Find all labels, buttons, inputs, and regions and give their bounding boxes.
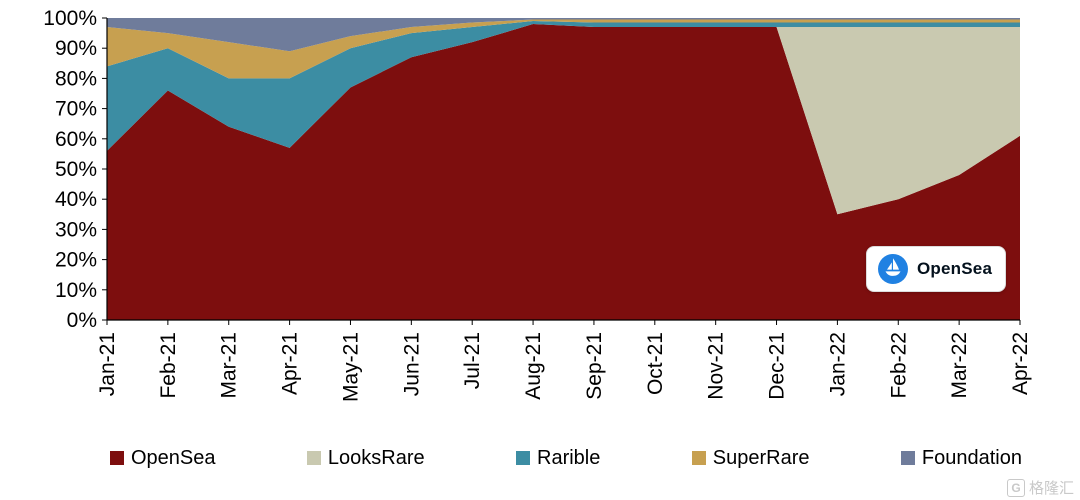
legend-swatch-icon xyxy=(110,451,124,465)
area-opensea xyxy=(107,24,1020,320)
y-axis-label: 20% xyxy=(55,249,97,272)
legend-label: SuperRare xyxy=(712,446,810,469)
x-axis-label: Aug-21 xyxy=(522,332,545,400)
legend-item-opensea: OpenSea xyxy=(110,447,216,470)
legend-swatch-icon xyxy=(900,451,915,465)
x-axis-label: Jan-21 xyxy=(96,332,119,396)
legend-swatch-icon xyxy=(306,451,321,465)
chart-svg: 0% 10% 20% 30% 40% 50% 60% 70% 80% 90% 100% Jan-21 F… xyxy=(43,7,1032,402)
area-rarible xyxy=(107,21,1020,151)
watermark-gelonghui: G 格隆汇 xyxy=(1006,477,1074,498)
x-axis-label: Jan-22 xyxy=(826,332,849,396)
x-axis-label: Mar-22 xyxy=(948,332,971,399)
legend-label: OpenSea xyxy=(131,446,216,469)
y-axis-label: 80% xyxy=(55,67,97,90)
x-axis-label: Apr-21 xyxy=(279,332,302,395)
x-axis-label: Feb-21 xyxy=(157,332,180,399)
area-looksrare xyxy=(107,24,1020,215)
x-axis-label: Nov-21 xyxy=(705,332,728,400)
x-axis-label: Apr-22 xyxy=(1009,332,1032,395)
y-axis-label: 30% xyxy=(55,218,97,241)
legend-item-foundation: Foundation xyxy=(900,446,1022,470)
opensea-badge: OpenSea xyxy=(866,246,1006,292)
legend-item-looksrare: LooksRare xyxy=(306,446,425,470)
y-axis-label: 40% xyxy=(55,188,97,211)
x-axis-label: Sep-21 xyxy=(583,332,606,400)
legend-label: Rarible xyxy=(537,446,601,469)
legend-swatch-icon xyxy=(516,451,531,465)
y-axis-label: 100% xyxy=(43,7,97,30)
y-axis-label: 90% xyxy=(55,37,97,60)
opensea-logo-icon xyxy=(878,254,908,284)
legend-item-rarible: Rarible xyxy=(516,447,600,470)
y-axis-label: 50% xyxy=(55,158,97,181)
y-axis-label: 10% xyxy=(55,279,97,302)
legend-swatch-icon xyxy=(691,451,706,465)
opensea-badge-label: OpenSea xyxy=(917,259,993,278)
watermark-text: 格隆汇 xyxy=(1028,480,1074,497)
legend-label: LooksRare xyxy=(327,446,425,469)
gelonghui-logo-icon: G xyxy=(1006,478,1025,497)
y-axis-label: 60% xyxy=(55,128,97,151)
y-axis-label: 70% xyxy=(55,98,97,121)
x-axis-label: Feb-22 xyxy=(887,332,910,399)
y-axis-label: 0% xyxy=(67,309,97,332)
x-axis-label: Jun-21 xyxy=(400,332,423,396)
area-foundation xyxy=(107,18,1020,52)
legend-label: Foundation xyxy=(921,446,1022,469)
x-axis-label: Jul-21 xyxy=(461,332,484,389)
x-axis-label: Mar-21 xyxy=(218,332,241,399)
legend-item-superrare: SuperRare xyxy=(691,446,810,470)
x-axis-label: Oct-21 xyxy=(644,332,667,395)
x-axis-label: May-21 xyxy=(339,332,362,402)
x-axis-label: Dec-21 xyxy=(766,332,789,400)
chart-legend: OpenSea LooksRare Rarible SuperRare Foundati… xyxy=(110,443,1022,473)
